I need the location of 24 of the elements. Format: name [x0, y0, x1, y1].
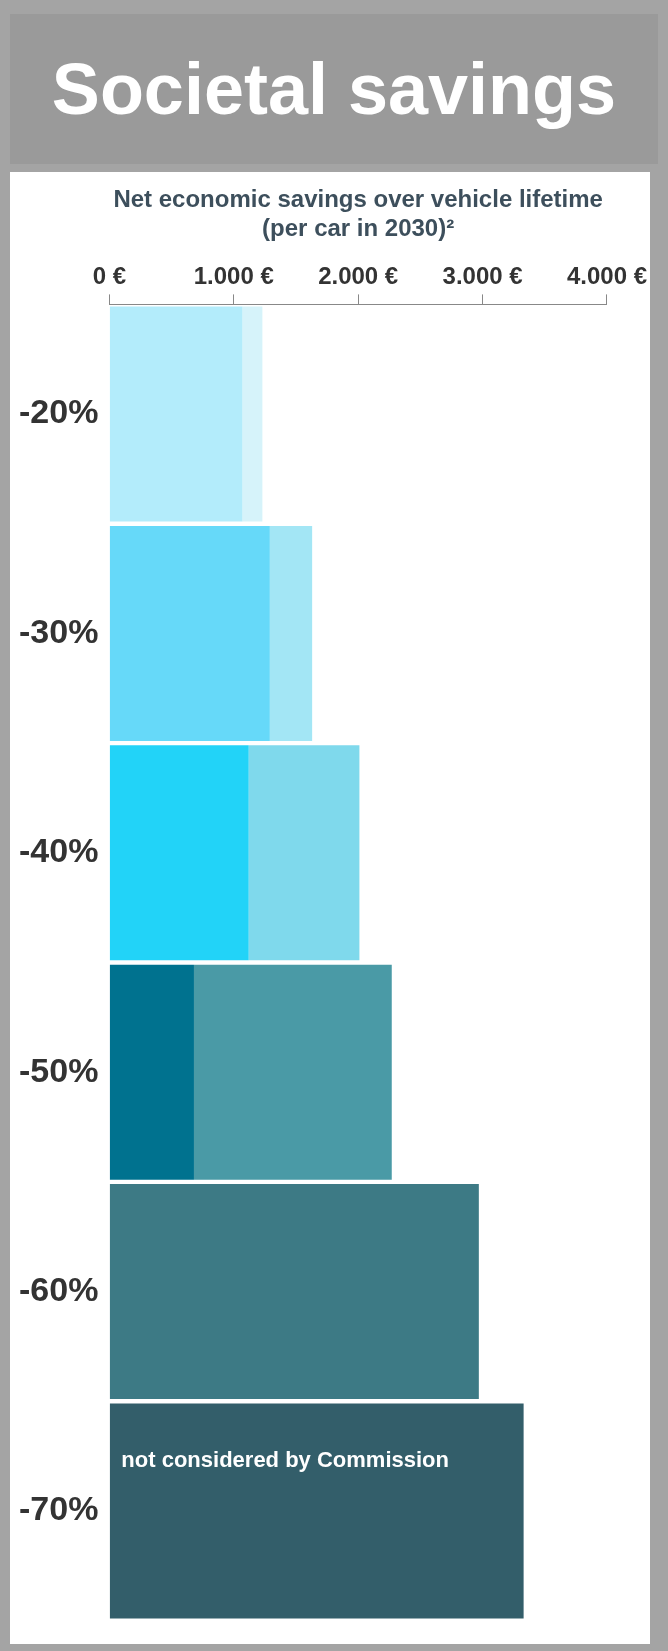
x-tick-label: 2.000 €: [318, 261, 399, 289]
bar: [248, 745, 360, 961]
bar: [109, 1184, 479, 1400]
x-axis-title: Net economic savings over vehicle lifetime (per car in 2030)²: [113, 185, 603, 241]
bar: [109, 306, 243, 522]
y-tick-label: -40%: [19, 831, 99, 870]
y-tick-label: -50%: [19, 1050, 99, 1089]
chart-title: Societal savings: [10, 14, 658, 164]
bar: [109, 1403, 524, 1619]
bar: [109, 745, 249, 961]
y-tick-label: -70%: [19, 1489, 99, 1528]
y-tick-label: -60%: [19, 1269, 99, 1308]
y-tick-label: -20%: [19, 392, 99, 431]
bar: [193, 964, 392, 1180]
x-tick-label: 4.000 €: [566, 261, 647, 289]
bar: [242, 306, 263, 522]
y-tick-label: -30%: [19, 611, 99, 650]
x-tick-label: 3.000 €: [442, 261, 523, 289]
x-tick-label: 0 €: [92, 261, 127, 289]
x-tick-label: 1.000 €: [193, 261, 274, 289]
bar: [109, 964, 194, 1180]
bar: [109, 525, 270, 741]
annotation: not considered by Commission: [121, 1447, 449, 1473]
bar: [269, 525, 313, 741]
